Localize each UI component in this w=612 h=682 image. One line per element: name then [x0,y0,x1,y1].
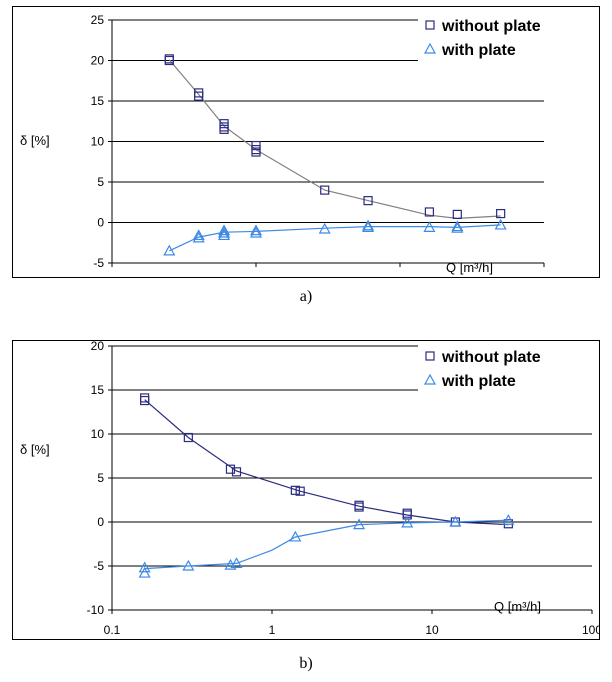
marker-with-plate [401,516,414,528]
marker-with-plate [353,518,366,530]
marker-with-plate [218,224,231,236]
legend-marker-without-plate [425,351,435,361]
y-axis-label: δ [%] [20,133,50,148]
marker-with-plate [449,515,462,527]
trend-line-without-plate [144,399,509,526]
legend-marker-without-plate [425,20,435,30]
x-tick-label: 10.000 [526,276,563,278]
y-tick-label: 15 [91,94,105,108]
x-tick-label: 0.100 [241,276,271,278]
chart-a-svg: -5 0 5 10 15 20 25 0.010 0.100 1.000 10.000 δ [%] Q … [12,6,600,278]
marker-without-plate [295,486,305,496]
marker-with-plate [451,221,464,233]
x-tick-label: 1.000 [385,276,415,278]
y-tick-label: 20 [91,54,105,68]
marker-with-plate [502,514,515,525]
marker-without-plate [452,209,462,219]
trend-line-with-plate [144,519,509,570]
y-tick-label: 15 [91,383,105,397]
x-tick-label: 0.1 [104,623,121,637]
x-tick-label: 0.010 [97,276,127,278]
marker-with-plate [423,221,436,232]
marker-with-plate [318,222,331,234]
marker-without-plate [219,124,229,134]
legend-marker-with-plate [423,373,437,385]
x-tick-label: 10 [425,623,439,637]
marker-without-plate [231,467,242,477]
marker-without-plate [225,464,236,474]
caption-a: a) [299,288,313,305]
marker-with-plate [362,221,375,232]
marker-with-plate [163,244,176,256]
marker-without-plate [424,207,434,217]
legend-box [418,342,594,394]
marker-with-plate [249,226,263,238]
marker-with-plate [494,218,507,230]
y-tick-label: 0 [97,216,104,230]
marker-with-plate [451,220,464,232]
legend-box [418,11,594,63]
marker-with-plate [138,566,151,578]
y-tick-label: 10 [91,135,105,149]
x-tick-label: 1 [269,623,276,637]
marker-without-plate [251,147,261,157]
y-tick-label: 5 [97,471,104,485]
trend-line-with-plate [169,224,501,252]
y-axis-label: δ [%] [20,442,50,457]
y-tick-label: 25 [91,13,105,27]
y-tick-label: -5 [93,256,104,270]
chart-b-svg: -10 -5 0 5 10 15 20 0.1 1 10 100 δ [%] Q [m³/h] witho… [12,340,600,640]
y-tick-label: 10 [91,427,105,441]
marker-without-plate [363,196,373,206]
marker-with-plate [249,224,263,236]
y-tick-label: 5 [97,175,104,189]
marker-with-plate [362,219,375,231]
x-tick-label: 100 [582,623,600,637]
marker-with-plate [192,229,205,241]
chart-panel-b: -10 -5 0 5 10 15 20 0.1 1 10 100 δ [%] Q [m³/h] witho… [12,340,600,640]
legend-label-with-plate: with plate [441,373,516,390]
legend-marker-with-plate [423,42,437,54]
marker-without-plate [496,208,506,219]
y-tick-label: 0 [97,515,104,529]
marker-without-plate [164,55,174,66]
x-axis-label: Q [m³/h] [494,599,541,614]
legend-label-without-plate: without plate [441,18,541,35]
y-tick-label: -10 [87,603,105,617]
y-tick-label: 20 [91,340,105,353]
marker-with-plate [138,561,151,573]
marker-with-plate [218,226,231,238]
marker-with-plate [182,559,195,571]
marker-with-plate [289,530,302,542]
trend-line-without-plate [168,59,501,220]
y-tick-label: -5 [93,559,104,573]
marker-without-plate [140,395,150,406]
legend-label-without-plate: without plate [441,349,541,366]
marker-with-plate [230,557,243,568]
marker-without-plate [194,91,204,101]
marker-without-plate [290,485,300,495]
marker-without-plate [354,502,364,512]
marker-without-plate [320,185,330,195]
legend-label-with-plate: with plate [441,42,516,59]
chart-panel-a: -5 0 5 10 15 20 25 0.010 0.100 1.000 10.000 δ [%] Q … [12,6,600,278]
marker-with-plate [218,229,231,241]
x-axis-label: Q [m³/h] [446,260,493,275]
marker-with-plate [192,231,205,243]
marker-without-plate [183,432,193,443]
caption-b: b) [299,655,313,672]
